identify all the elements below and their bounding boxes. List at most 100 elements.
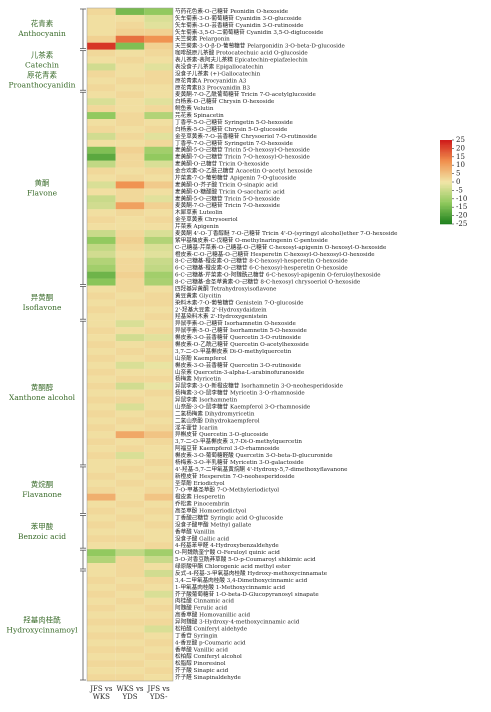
heatmap-cell	[115, 354, 145, 363]
heatmap-cell	[144, 112, 173, 120]
row-label: 山奈酚-3-O-鼠李糖苷 Kaempferol 3-O-rhamnoside	[175, 402, 311, 410]
column-label: JFS vs	[147, 685, 171, 693]
row-label: 金圣草黄素 Chrysoeriol	[175, 215, 238, 223]
group-label: Anthocyanin	[17, 29, 66, 38]
heatmap-cell	[87, 306, 116, 314]
colorbar-segment	[440, 175, 452, 177]
row-label: 丁香亭-5-O-己糖苷 Syringetin 5-O-hexoside	[175, 118, 294, 126]
heatmap-cell	[115, 8, 145, 16]
row-label: 3,7-二-O-甲基槲皮素 3,7-Di-O-methylquercetin	[175, 437, 302, 445]
column-label: YDS-	[149, 693, 168, 701]
row-label: 表儿茶素-表阿夫儿茶精 Epicatechin-epiafzelechin	[175, 56, 308, 64]
row-label: 原花青素B3 Procyanidin B3	[175, 83, 251, 91]
heatmap-cell	[87, 56, 116, 64]
colorbar-tick-label: 0	[456, 178, 460, 186]
colorbar-segment	[440, 200, 452, 202]
heatmap-cell	[115, 500, 145, 508]
heatmap-cell	[87, 188, 116, 196]
heatmap-cell	[144, 195, 173, 203]
colorbar-segment	[440, 214, 452, 216]
heatmap-cell	[144, 361, 173, 369]
heatmap-cell	[87, 368, 116, 376]
heatmap-cell	[87, 542, 116, 550]
heatmap-cell	[144, 230, 173, 238]
heatmap-cell	[115, 465, 145, 474]
heatmap-cell	[115, 250, 145, 258]
row-label: 绿原酸甲酯 Chlorogenic acid methyl ester	[175, 562, 291, 570]
row-label: 芥子醛 Sinapinaldehyde	[175, 673, 241, 681]
heatmap-cell	[144, 576, 173, 585]
heatmap-cell	[87, 452, 116, 460]
colorbar-tick-label: 5	[456, 170, 460, 178]
row-label: 原花青素A Procyanidin A3	[175, 76, 247, 84]
heatmap-cell	[87, 70, 116, 78]
heatmap-cell	[144, 160, 173, 168]
column-label: YDS	[121, 693, 137, 701]
heatmap-cell	[87, 320, 116, 328]
group-label: Hydroxycinnamoyl	[6, 625, 78, 634]
heatmap-cell	[115, 396, 145, 404]
heatmap-cell	[144, 465, 173, 474]
heatmap-cell	[144, 507, 173, 515]
heatmap-cell	[144, 445, 173, 453]
heatmap-cell	[115, 153, 145, 161]
heatmap-cell	[144, 119, 173, 127]
colorbar-segment	[440, 221, 452, 223]
row-label: 天竺葵素 Pelargonin	[175, 35, 230, 43]
group-label: 原花青素	[27, 69, 57, 79]
colorbar-segment	[440, 189, 452, 191]
row-label: 染料木素-7-O-葡萄糖苷 Genistein 7-O-glucoside	[175, 298, 304, 306]
row-label: 白杨素-5-O-己糖苷 Chrysin 5-O-glucoside	[175, 125, 288, 133]
heatmap-cell	[87, 49, 116, 57]
heatmap-cell	[144, 521, 173, 529]
heatmap-cell	[87, 465, 116, 474]
heatmap-cell	[115, 563, 145, 571]
heatmap-cell	[87, 139, 116, 147]
column-label: WKS	[93, 693, 110, 701]
heatmap-cell	[144, 472, 173, 480]
heatmap-cell	[144, 556, 173, 564]
heatmap-cell	[87, 347, 116, 356]
heatmap-cell	[87, 472, 116, 480]
group-label: 羟基肉桂酰	[23, 614, 61, 624]
heatmap-cell	[87, 84, 116, 92]
colorbar-segment	[440, 172, 452, 174]
heatmap-cell	[87, 98, 116, 106]
heatmap-cell	[144, 569, 173, 578]
colorbar-tick-label: 15	[456, 153, 465, 161]
group-label: 花青素	[31, 18, 54, 28]
heatmap-cell	[144, 243, 173, 252]
heatmap-cell	[115, 14, 145, 23]
heatmap-cell	[144, 21, 173, 30]
heatmap-cell	[115, 514, 145, 522]
colorbar-tick-label: -25	[456, 220, 467, 228]
colorbar-segment	[440, 145, 452, 148]
colorbar-segment	[440, 194, 452, 197]
heatmap-cell	[144, 167, 173, 175]
row-label: 麦黄酮-O-糖醛酸 Tricin O-saccharic acid	[175, 187, 285, 195]
row-label: 5-O-对香豆酰莽草酸 5-O-p-Coumaroyl shikimic aci…	[175, 555, 316, 563]
heatmap-cell	[87, 583, 116, 592]
heatmap-cell	[87, 327, 116, 335]
colorbar-segment	[440, 147, 452, 149]
row-label: 芹菜素-7-O-葡萄糖苷 Apigenin 7-O-glucoside	[175, 173, 297, 181]
heatmap-cell	[115, 507, 145, 515]
heatmap-cell	[87, 639, 116, 647]
heatmap-cell	[115, 174, 145, 182]
heatmap-cell	[144, 223, 173, 231]
heatmap-cell	[87, 160, 116, 168]
heatmap-cell	[87, 445, 116, 453]
heatmap-cell	[87, 285, 116, 293]
row-label: 2'-羟基大豆素 2'-Hydroxydaidzein	[175, 305, 267, 313]
heatmap-cell	[87, 403, 116, 411]
heatmap-cell	[144, 278, 173, 286]
heatmap-cell	[115, 479, 145, 487]
heatmap-cell	[144, 188, 173, 196]
colorbar-tick-label: -10	[456, 195, 467, 203]
heatmap-cell	[115, 646, 145, 654]
heatmap-cell	[115, 341, 145, 349]
heatmap-cell	[144, 257, 173, 265]
colorbar-segment	[440, 170, 452, 173]
heatmap-cell	[144, 604, 173, 612]
colorbar-segment	[440, 165, 452, 167]
